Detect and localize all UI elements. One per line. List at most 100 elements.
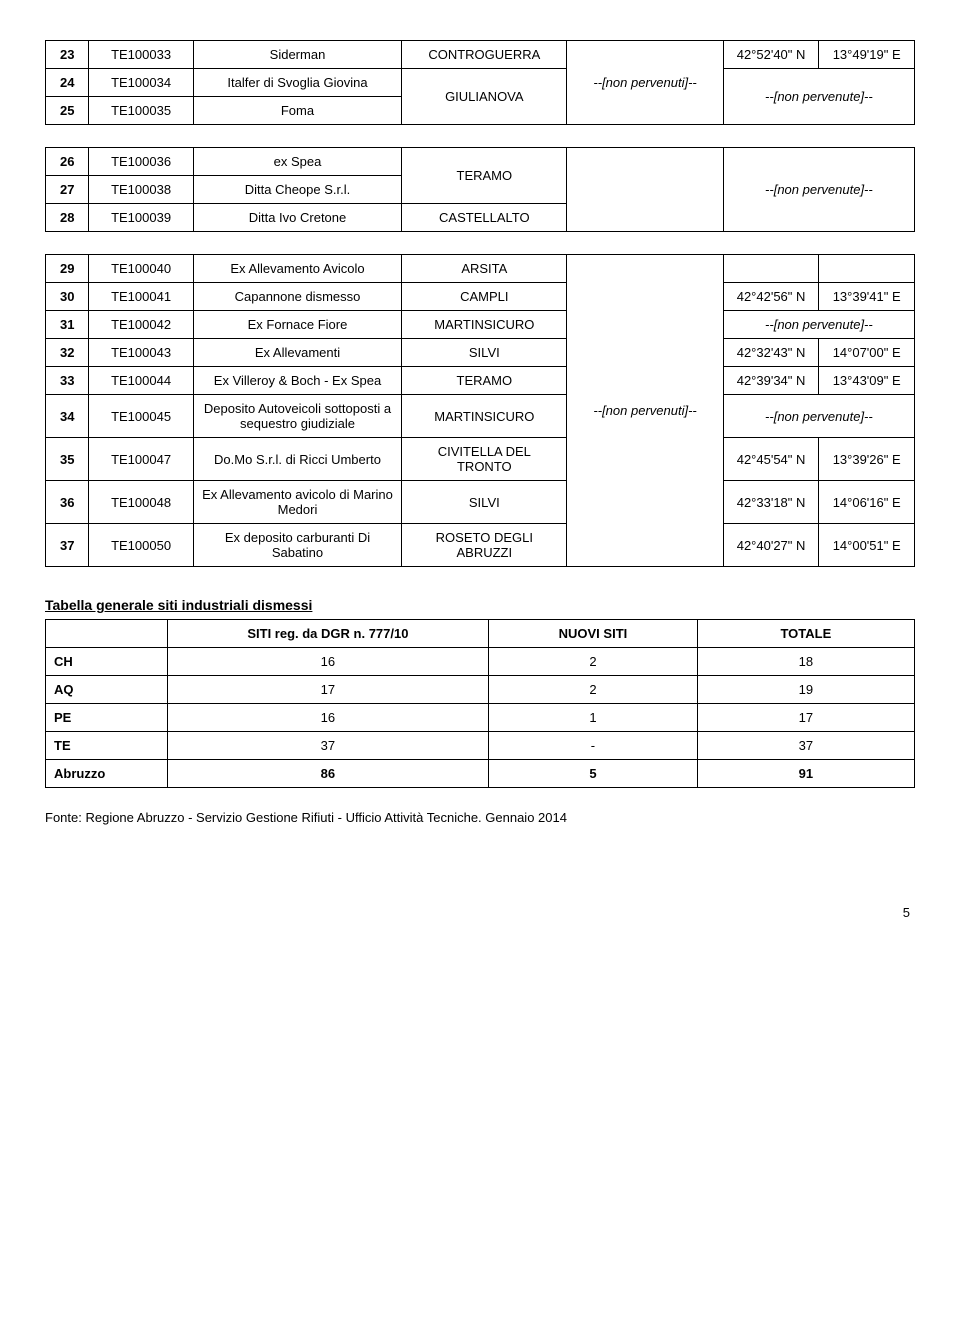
cell-code: TE100044 xyxy=(89,367,193,395)
table-row: 29 TE100040 Ex Allevamento Avicolo ARSIT… xyxy=(46,255,915,283)
cell-loc: ARSITA xyxy=(402,255,567,283)
cell-name: Capannone dismesso xyxy=(193,283,402,311)
cell-loc: CASTELLALTO xyxy=(402,204,567,232)
cell-loc: ROSETO DEGLI ABRUZZI xyxy=(402,524,567,567)
cell-loc: MARTINSICURO xyxy=(402,311,567,339)
summary-cell: Abruzzo xyxy=(46,760,168,788)
cell-code: TE100033 xyxy=(89,41,193,69)
cell-n: 31 xyxy=(46,311,89,339)
cell-code: TE100039 xyxy=(89,204,193,232)
cell-n: 29 xyxy=(46,255,89,283)
table-row: Abruzzo 86 5 91 xyxy=(46,760,915,788)
summary-cell: 19 xyxy=(697,676,914,704)
cell-lon: 14°06'16" E xyxy=(819,481,915,524)
table-row: 32 TE100043 Ex Allevamenti SILVI 42°32'4… xyxy=(46,339,915,367)
cell-n: 35 xyxy=(46,438,89,481)
cell-loc: SILVI xyxy=(402,339,567,367)
summary-table: SITI reg. da DGR n. 777/10 NUOVI SITI TO… xyxy=(45,619,915,788)
cell-name: Ex deposito carburanti Di Sabatino xyxy=(193,524,402,567)
cell-n: 24 xyxy=(46,69,89,97)
cell-lat: 42°40'27" N xyxy=(723,524,819,567)
summary-cell: TE xyxy=(46,732,168,760)
cell-loc: CIVITELLA DEL TRONTO xyxy=(402,438,567,481)
cell-code: TE100043 xyxy=(89,339,193,367)
cell-loc: TERAMO xyxy=(402,148,567,204)
table-row: 26 TE100036 ex Spea TERAMO --[non perven… xyxy=(46,148,915,176)
cell-n: 23 xyxy=(46,41,89,69)
table-row: 33 TE100044 Ex Villeroy & Boch - Ex Spea… xyxy=(46,367,915,395)
cell-code: TE100050 xyxy=(89,524,193,567)
cell-lat: 42°33'18" N xyxy=(723,481,819,524)
cell-code: TE100042 xyxy=(89,311,193,339)
cell-name: Ex Fornace Fiore xyxy=(193,311,402,339)
cell-np: --[non pervenuti]-- xyxy=(567,41,723,125)
cell-empty xyxy=(567,148,723,232)
cell-lon: 13°49'19" E xyxy=(819,41,915,69)
summary-cell: PE xyxy=(46,704,168,732)
cell-lat xyxy=(723,255,819,283)
summary-cell: 16 xyxy=(167,704,489,732)
cell-name: Ditta Ivo Cretone xyxy=(193,204,402,232)
cell-lon: 13°43'09" E xyxy=(819,367,915,395)
summary-cell: 1 xyxy=(489,704,698,732)
cell-name: Ex Allevamento Avicolo xyxy=(193,255,402,283)
table-row: 24 TE100034 Italfer di Svoglia Giovina G… xyxy=(46,69,915,97)
summary-cell: 2 xyxy=(489,648,698,676)
source-note: Fonte: Regione Abruzzo - Servizio Gestio… xyxy=(45,810,915,825)
cell-name: ex Spea xyxy=(193,148,402,176)
table-row: AQ 17 2 19 xyxy=(46,676,915,704)
table-row: 36 TE100048 Ex Allevamento avicolo di Ma… xyxy=(46,481,915,524)
table-row: TE 37 - 37 xyxy=(46,732,915,760)
summary-cell: 17 xyxy=(167,676,489,704)
cell-n: 25 xyxy=(46,97,89,125)
cell-lon: 13°39'41" E xyxy=(819,283,915,311)
table-row: CH 16 2 18 xyxy=(46,648,915,676)
cell-n: 32 xyxy=(46,339,89,367)
cell-n: 36 xyxy=(46,481,89,524)
cell-lat: 42°32'43" N xyxy=(723,339,819,367)
cell-name: Deposito Autoveicoli sottoposti a seques… xyxy=(193,395,402,438)
summary-cell: 37 xyxy=(167,732,489,760)
cell-lon xyxy=(819,255,915,283)
cell-n: 33 xyxy=(46,367,89,395)
cell-loc: TERAMO xyxy=(402,367,567,395)
cell-n: 26 xyxy=(46,148,89,176)
summary-cell: 18 xyxy=(697,648,914,676)
cell-code: TE100041 xyxy=(89,283,193,311)
cell-code: TE100036 xyxy=(89,148,193,176)
cell-name: Do.Mo S.r.l. di Ricci Umberto xyxy=(193,438,402,481)
cell-right-merge: --[non pervenute]-- xyxy=(723,395,914,438)
cell-code: TE100047 xyxy=(89,438,193,481)
cell-code: TE100048 xyxy=(89,481,193,524)
table-row: 23 TE100033 Siderman CONTROGUERRA --[non… xyxy=(46,41,915,69)
cell-lon: 14°00'51" E xyxy=(819,524,915,567)
cell-right-note: --[non pervenute]-- xyxy=(723,148,914,232)
summary-cell: 5 xyxy=(489,760,698,788)
cell-loc: CAMPLI xyxy=(402,283,567,311)
summary-cell: 91 xyxy=(697,760,914,788)
cell-code: TE100045 xyxy=(89,395,193,438)
cell-loc: SILVI xyxy=(402,481,567,524)
cell-loc: CONTROGUERRA xyxy=(402,41,567,69)
cell-name: Ex Allevamenti xyxy=(193,339,402,367)
table-block-1: 23 TE100033 Siderman CONTROGUERRA --[non… xyxy=(45,40,915,125)
summary-cell: 17 xyxy=(697,704,914,732)
summary-cell: - xyxy=(489,732,698,760)
cell-n: 37 xyxy=(46,524,89,567)
cell-code: TE100038 xyxy=(89,176,193,204)
table-block-2: 26 TE100036 ex Spea TERAMO --[non perven… xyxy=(45,147,915,232)
page-number: 5 xyxy=(45,905,915,920)
cell-name: Foma xyxy=(193,97,402,125)
cell-lat: 42°42'56" N xyxy=(723,283,819,311)
table-row: 35 TE100047 Do.Mo S.r.l. di Ricci Umbert… xyxy=(46,438,915,481)
summary-cell: 2 xyxy=(489,676,698,704)
summary-cell: 86 xyxy=(167,760,489,788)
cell-n: 30 xyxy=(46,283,89,311)
cell-code: TE100035 xyxy=(89,97,193,125)
cell-right-merge: --[non pervenute]-- xyxy=(723,311,914,339)
table-row: 34 TE100045 Deposito Autoveicoli sottopo… xyxy=(46,395,915,438)
cell-np: --[non pervenuti]-- xyxy=(567,255,723,567)
cell-loc: GIULIANOVA xyxy=(402,69,567,125)
cell-lat: 42°45'54" N xyxy=(723,438,819,481)
summary-cell: CH xyxy=(46,648,168,676)
